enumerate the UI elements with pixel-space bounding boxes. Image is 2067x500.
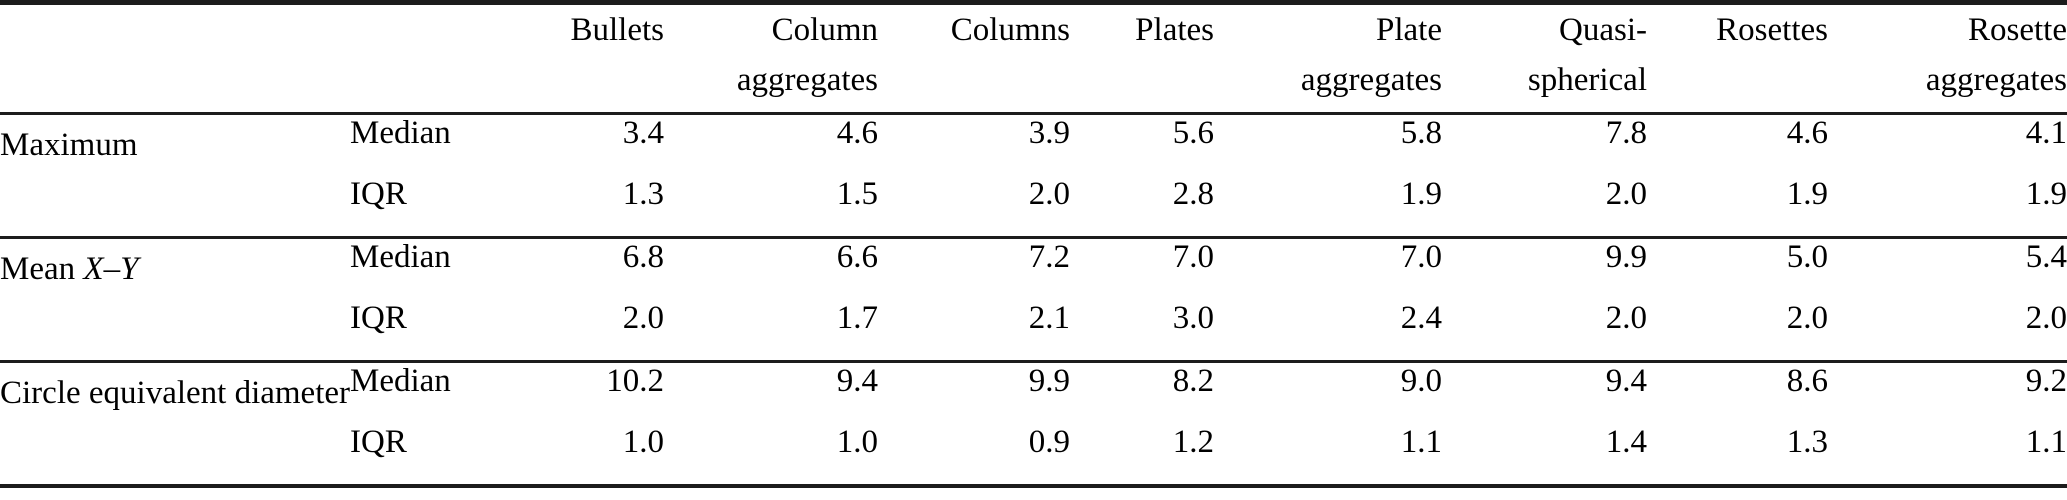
section-mean-x-y: Mean X–Y Median 6.8 6.6 7.2 7.0 7.0 9.9 … (0, 237, 2067, 362)
col-header-plate-aggregates: Plate aggregates (1214, 3, 1442, 114)
value-cell: 2.4 (1400, 299, 1442, 336)
section-circle-equivalent-diameter: Circle equivalent diameter Median 10.2 9… (0, 361, 2067, 486)
stat-label-median: Median (350, 239, 451, 275)
value-cell: 2.1 (1028, 299, 1070, 336)
col-header-line: aggregates (1300, 62, 1442, 98)
stat-label-iqr: IQR (350, 175, 407, 212)
value-cell: 2.0 (1028, 175, 1070, 212)
stat-label-iqr: IQR (350, 299, 407, 336)
header-row: Bullets Column aggregates Columns Plates… (0, 3, 2067, 114)
value-cell: 5.4 (2025, 239, 2067, 275)
statistics-table: Bullets Column aggregates Columns Plates… (0, 0, 2067, 488)
value-cell: 1.0 (622, 423, 664, 460)
value-cell: 9.4 (836, 363, 878, 399)
value-cell: 7.0 (1400, 239, 1442, 275)
value-cell: 7.2 (1028, 239, 1070, 275)
col-header-rosettes: Rosettes (1647, 3, 1828, 114)
corner-empty-rowlabel (0, 3, 350, 114)
value-cell: 9.2 (2025, 363, 2067, 399)
value-cell: 5.8 (1400, 115, 1442, 151)
col-header-line: Rosette (1968, 12, 2067, 48)
col-header-quasi-spherical: Quasi- spherical (1442, 3, 1647, 114)
table-row: Circle equivalent diameter Median 10.2 9… (0, 362, 2067, 424)
value-cell: 1.4 (1605, 423, 1647, 460)
col-header-line: aggregates (736, 62, 878, 98)
col-header-column-aggregates: Column aggregates (664, 3, 878, 114)
value-cell: 4.6 (1786, 115, 1828, 151)
value-cell: 1.1 (2025, 423, 2067, 460)
table-row: IQR 1.0 1.0 0.9 1.2 1.1 1.4 1.3 1.1 (0, 424, 2067, 486)
table-header: Bullets Column aggregates Columns Plates… (0, 3, 2067, 114)
value-cell: 9.9 (1028, 363, 1070, 399)
value-cell: 1.9 (1400, 175, 1442, 212)
col-header-rosette-aggregates: Rosette aggregates (1828, 3, 2067, 114)
value-cell: 6.8 (622, 239, 664, 275)
value-cell: 1.1 (1400, 423, 1442, 460)
col-header-plates: Plates (1070, 3, 1214, 114)
col-header-line: spherical (1527, 62, 1647, 98)
value-cell: 1.2 (1172, 423, 1214, 460)
stat-label-median: Median (350, 115, 451, 151)
col-header-line: Bullets (570, 12, 664, 48)
value-cell: 0.9 (1028, 423, 1070, 460)
value-cell: 2.8 (1172, 175, 1214, 212)
row-label-mean-x-y: Mean X–Y (0, 251, 139, 287)
section-maximum: Maximum Median 3.4 4.6 3.9 5.6 5.8 7.8 4… (0, 114, 2067, 238)
value-cell: 3.4 (622, 115, 664, 151)
corner-empty-stat (350, 3, 480, 114)
value-cell: 10.2 (606, 363, 664, 399)
table-row: Mean X–Y Median 6.8 6.6 7.2 7.0 7.0 9.9 … (0, 238, 2067, 300)
table-row: IQR 2.0 1.7 2.1 3.0 2.4 2.0 2.0 2.0 (0, 300, 2067, 362)
value-cell: 1.7 (836, 299, 878, 336)
value-cell: 9.4 (1605, 363, 1647, 399)
value-cell: 3.9 (1028, 115, 1070, 151)
value-cell: 3.0 (1172, 299, 1214, 336)
value-cell: 1.3 (622, 175, 664, 212)
value-cell: 1.9 (2025, 175, 2067, 212)
value-cell: 1.9 (1786, 175, 1828, 212)
col-header-line: Rosettes (1716, 12, 1828, 48)
col-header-line: Column (771, 12, 878, 48)
value-cell: 1.5 (836, 175, 878, 212)
value-cell: 5.0 (1786, 239, 1828, 275)
col-header-line: Quasi- (1559, 12, 1647, 48)
table-row: Maximum Median 3.4 4.6 3.9 5.6 5.8 7.8 4… (0, 114, 2067, 176)
value-cell: 8.2 (1172, 363, 1214, 399)
col-header-line: aggregates (1925, 62, 2067, 98)
value-cell: 2.0 (2025, 299, 2067, 336)
table-row: IQR 1.3 1.5 2.0 2.8 1.9 2.0 1.9 1.9 (0, 176, 2067, 238)
value-cell: 2.0 (622, 299, 664, 336)
row-label-maximum: Maximum (0, 127, 138, 163)
col-header-line: Plates (1135, 12, 1214, 48)
value-cell: 9.9 (1605, 239, 1647, 275)
col-header-line: Plate (1376, 12, 1442, 48)
col-header-columns: Columns (878, 3, 1070, 114)
value-cell: 9.0 (1400, 363, 1442, 399)
value-cell: 8.6 (1786, 363, 1828, 399)
col-header-bullets: Bullets (480, 3, 664, 114)
value-cell: 4.6 (836, 115, 878, 151)
value-cell: 4.1 (2025, 115, 2067, 151)
value-cell: 7.8 (1605, 115, 1647, 151)
value-cell: 2.0 (1605, 299, 1647, 336)
stat-label-median: Median (350, 363, 451, 399)
value-cell: 7.0 (1172, 239, 1214, 275)
stat-label-iqr: IQR (350, 423, 407, 460)
value-cell: 6.6 (836, 239, 878, 275)
value-cell: 5.6 (1172, 115, 1214, 151)
col-header-line: Columns (950, 12, 1070, 48)
row-label-circle-equivalent-diameter: Circle equivalent diameter (0, 375, 351, 411)
value-cell: 1.3 (1786, 423, 1828, 460)
value-cell: 2.0 (1786, 299, 1828, 336)
value-cell: 2.0 (1605, 175, 1647, 212)
value-cell: 1.0 (836, 423, 878, 460)
